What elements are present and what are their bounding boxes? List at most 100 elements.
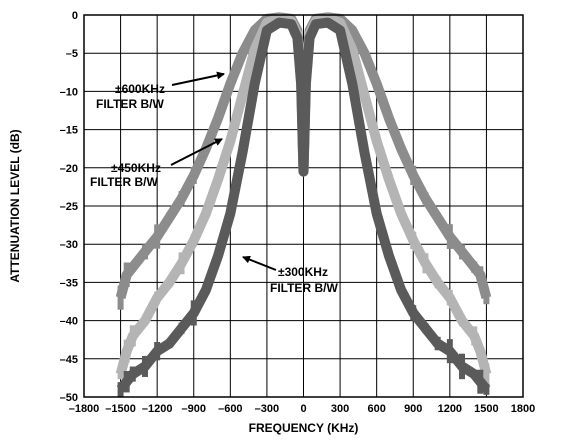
series-1-point-7: [192, 239, 195, 242]
series-2-point-23: [338, 29, 342, 32]
series-2-point-36: [485, 388, 488, 391]
series-0-point-24: [351, 29, 354, 32]
series-0-point-4: [155, 235, 159, 238]
series-2-point-17: [299, 82, 303, 85]
annotation-300khz-line2: FILTER B/W: [270, 281, 338, 295]
y-tick-label-9: –45: [60, 354, 78, 366]
series-2-point-28: [399, 288, 403, 292]
annotation-300khz-line1: ±300KHz: [278, 265, 328, 279]
y-axis-title: ATTENUATION LEVEL (dB): [8, 129, 22, 282]
series-2-point-35: [479, 380, 482, 383]
series-0-point-6: [180, 197, 183, 200]
series-2-point-18: [302, 170, 305, 173]
series-2-point-21: [314, 22, 317, 26]
annotation-arrow-2: [242, 255, 277, 271]
x-tick-label-12: 1800: [511, 403, 535, 415]
series-2-point-3: [143, 365, 147, 368]
series-2-point-9: [216, 254, 220, 257]
series-1-point-12: [253, 48, 256, 51]
annotation-450khz-line1: ±450KHz: [111, 161, 161, 175]
series-2-point-32: [448, 349, 452, 353]
series-0-point-36: [485, 296, 488, 299]
annotation-450khz: ±450KHz FILTER B/W: [90, 161, 161, 189]
series-2-point-16: [296, 36, 299, 40]
series-1-point-5: [168, 281, 171, 284]
y-axis-ticks: 0 –5 –10 –15 –20 –25 –30 –35 –40 –45 –50: [60, 10, 78, 404]
series-2-point-30: [424, 327, 427, 330]
series-0-point-27: [387, 116, 391, 120]
series-2-point-14: [277, 21, 281, 24]
series-0-point-25: [363, 52, 366, 55]
series-1-point-24: [351, 48, 354, 51]
x-tick-label-2: –1200: [142, 403, 173, 415]
x-tick-label-0: –1800: [69, 403, 100, 415]
series-2-point-15: [290, 22, 293, 26]
series-0-point-1: [125, 273, 128, 276]
series-2-point-8: [204, 288, 208, 292]
annotations: ±600KHz FILTER B/W ±450KHz FILTER B/W ±3…: [90, 82, 338, 295]
x-tick-label-6: 0: [300, 403, 306, 415]
series-2-point-12: [253, 82, 256, 85]
series-2-point-26: [375, 212, 378, 215]
series-1-point-36: [485, 372, 488, 376]
series-0-point-5: [168, 216, 171, 219]
x-tick-label-10: 1200: [438, 403, 462, 415]
series-2-point-20: [308, 36, 311, 40]
series-1-point-35: [479, 349, 482, 353]
y-tick-label-3: –15: [60, 125, 78, 137]
series-1-point-30: [424, 262, 427, 265]
series-2-point-11: [241, 151, 244, 154]
series-2-point-29: [412, 311, 415, 315]
y-tick-label-5: –25: [60, 201, 78, 213]
series-2-point-10: [229, 212, 232, 215]
annotation-600khz: ±600KHz FILTER B/W: [96, 82, 165, 111]
series-1-point-3: [143, 319, 147, 322]
series-0-point-31: [436, 216, 439, 219]
series-0-point-11: [241, 52, 244, 55]
series-2-point-31: [436, 342, 439, 345]
x-tick-label-3: –900: [182, 403, 206, 415]
y-tick-label-10: –50: [60, 392, 78, 404]
y-tick-label-6: –30: [60, 239, 78, 251]
series-2-point-22: [326, 21, 330, 24]
series-0-point-0: [119, 296, 122, 299]
series-1-point-9: [216, 178, 220, 181]
series-0-point-9: [216, 116, 220, 120]
series-0-point-30: [424, 197, 427, 200]
series-1-point-33: [460, 319, 464, 322]
series-2-point-4: [155, 349, 159, 353]
series-1-point-1: [125, 349, 128, 353]
y-tick-label-7: –35: [60, 277, 78, 289]
series-0-point-2: [131, 265, 134, 269]
series-2-point-19: [304, 82, 308, 85]
series-1-point-11: [241, 94, 244, 97]
series-0-point-28: [399, 147, 403, 150]
series-1-point-29: [412, 239, 415, 242]
series-2-point-24: [351, 82, 354, 85]
series-0-point-35: [479, 273, 482, 276]
x-axis-ticks: –1800 –1500 –1200 –900 –600 –300 0 300 600 900 120…: [69, 403, 536, 415]
x-tick-label-7: 300: [331, 403, 349, 415]
series-layer: [115, 12, 492, 397]
annotation-arrow-0: [171, 71, 225, 86]
annotation-600khz-line2: FILTER B/W: [96, 97, 164, 111]
series-0-point-12: [253, 29, 256, 32]
annotation-600khz-line1: ±600KHz: [115, 82, 165, 96]
series-2-point-33: [460, 365, 464, 368]
series-1-point-8: [204, 212, 208, 215]
series-2-point-0: [119, 388, 122, 391]
y-tick-label-2: –10: [60, 86, 78, 98]
series-0-point-7: [192, 174, 195, 177]
series-1-point-26: [375, 139, 378, 143]
x-tick-label-9: 900: [404, 403, 422, 415]
annotation-arrows: [170, 71, 277, 271]
series-1-point-31: [436, 281, 439, 284]
series-0-point-29: [412, 174, 415, 177]
series-1-point-23: [338, 21, 342, 24]
x-tick-label-8: 600: [367, 403, 385, 415]
annotation-450khz-line2: FILTER B/W: [90, 175, 158, 189]
x-tick-label-4: –600: [218, 403, 242, 415]
y-tick-label-8: –40: [60, 316, 78, 328]
series-0-point-3: [143, 250, 147, 254]
